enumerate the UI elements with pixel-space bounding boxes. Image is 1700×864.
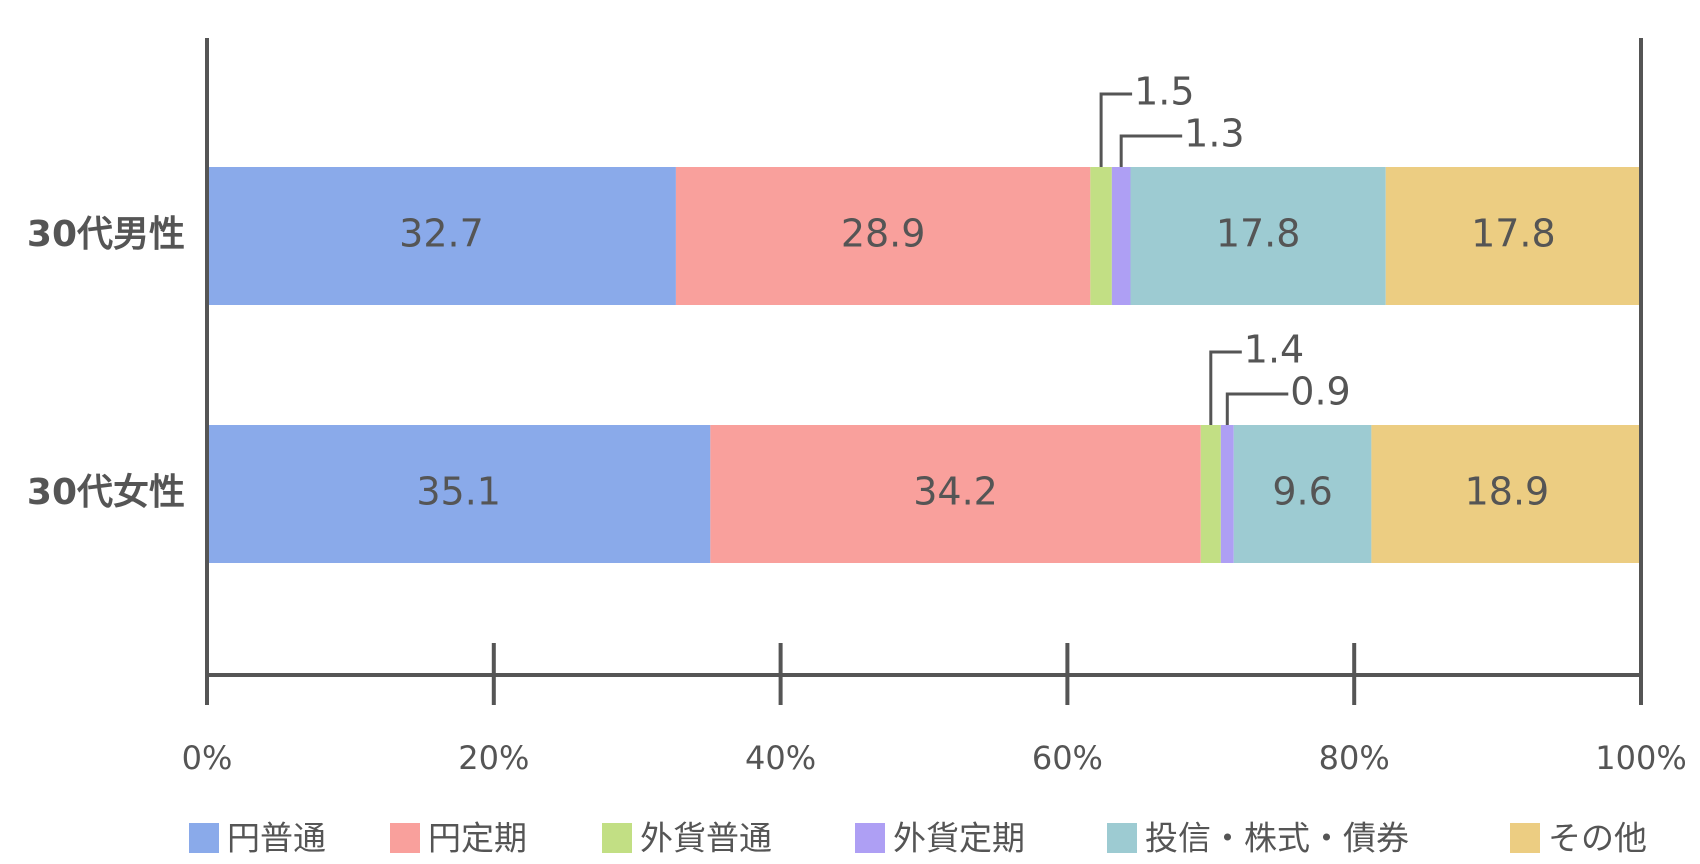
bar-segment — [207, 425, 711, 563]
legend-swatch — [390, 823, 420, 853]
bar-segment — [1371, 425, 1643, 563]
bar-segment — [207, 167, 676, 305]
value-label: 0.9 — [1290, 370, 1350, 414]
value-label: 1.3 — [1184, 112, 1244, 156]
legend-label: 外貨定期 — [893, 819, 1025, 858]
bar-segment — [1220, 425, 1234, 563]
value-label: 28.9 — [841, 212, 926, 256]
x-tick-label: 0% — [182, 739, 233, 777]
legend-label: 外貨普通 — [640, 819, 772, 858]
bar-segment — [1090, 167, 1112, 305]
bar-segment — [675, 167, 1091, 305]
leader-line — [1209, 350, 1242, 425]
x-tick-label: 40% — [745, 739, 816, 777]
value-label: 17.8 — [1216, 212, 1301, 256]
legend-swatch — [855, 823, 885, 853]
value-label: 18.9 — [1465, 470, 1550, 514]
legend-swatch — [1107, 823, 1137, 853]
bar-segment — [710, 425, 1201, 563]
x-tick-label: 100% — [1595, 739, 1686, 777]
legend-swatch — [1510, 823, 1540, 853]
value-label: 1.5 — [1134, 70, 1194, 114]
legend-swatch — [602, 823, 632, 853]
value-label: 9.6 — [1272, 470, 1332, 514]
leader-line — [1119, 134, 1183, 167]
value-label: 17.8 — [1471, 212, 1556, 256]
leader-line — [1099, 92, 1133, 167]
leader-line — [1225, 392, 1289, 425]
legend-swatch — [189, 823, 219, 853]
bar-segment — [1233, 425, 1372, 563]
category-label: 30代男性 — [27, 214, 185, 255]
value-label: 1.4 — [1244, 328, 1304, 372]
bar-segment — [1200, 425, 1221, 563]
legend-label: 円普通 — [227, 819, 326, 858]
x-tick-label: 20% — [458, 739, 529, 777]
x-tick-label: 80% — [1319, 739, 1390, 777]
category-label: 30代女性 — [27, 472, 185, 513]
bar-segment — [1130, 167, 1386, 305]
value-label: 32.7 — [399, 212, 484, 256]
legend-label: その他 — [1548, 819, 1647, 858]
value-label: 35.1 — [416, 470, 501, 514]
legend-label: 円定期 — [428, 819, 527, 858]
x-tick-label: 60% — [1032, 739, 1103, 777]
bar-segment — [1385, 167, 1641, 305]
value-label: 34.2 — [913, 470, 998, 514]
bar-segment — [1111, 167, 1131, 305]
legend-label: 投信・株式・債券 — [1145, 819, 1409, 858]
